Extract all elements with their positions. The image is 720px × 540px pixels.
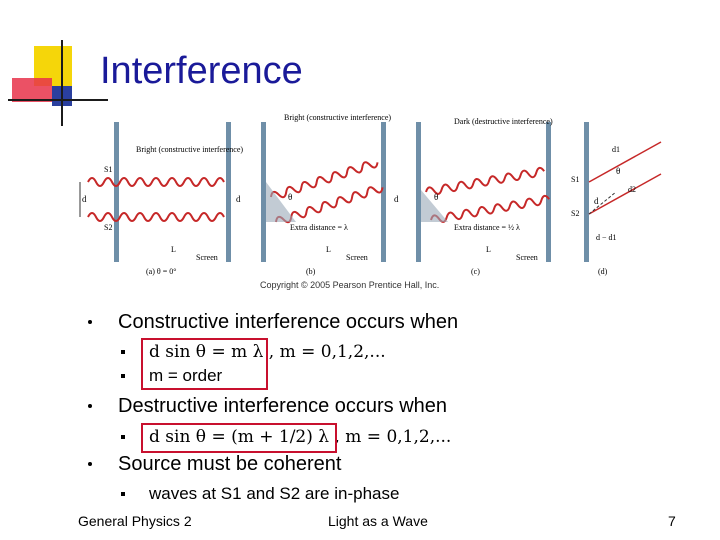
panel-a-screen: Screen [196, 253, 218, 262]
panel-c-screen: Screen [516, 253, 538, 262]
panel-d-s1: S1 [571, 175, 579, 184]
panel-d-caption: (d) [598, 267, 608, 276]
sub-bullet [121, 350, 125, 354]
panel-b-screen: Screen [346, 253, 368, 262]
panel-d: S1 S2 d d1 d2 θ d − d1 (d) [571, 122, 662, 276]
panel-d-diff: d − d1 [596, 233, 617, 242]
panel-b-d: d [236, 194, 241, 204]
figure-copyright: Copyright © 2005 Pearson Prentice Hall, … [260, 280, 439, 290]
panel-b-theta: θ [288, 192, 292, 202]
panel-d-d2: d2 [628, 185, 636, 194]
sub-bullet [121, 374, 125, 378]
panel-c-d: d [394, 194, 399, 204]
panel-c-L: L [486, 245, 491, 254]
bullet-destructive: Destructive interference occurs when [88, 395, 448, 418]
panel-c-caption: (c) [471, 267, 480, 276]
bullet-dot [88, 404, 92, 408]
page-number: 7 [668, 513, 676, 529]
panel-b-bright-label: Bright (constructive interference) [284, 113, 391, 122]
logo-graphic [8, 40, 108, 126]
sub-bullet [121, 435, 125, 439]
panel-b-L: L [326, 245, 331, 254]
panel-d-theta: θ [616, 166, 620, 176]
panel-a-d: d [82, 194, 87, 204]
panel-b-extra: Extra distance = λ [290, 223, 348, 232]
panel-c-dark-label: Dark (destructive interference) [454, 117, 553, 126]
panel-a-bright-label: Bright (constructive interference) [136, 145, 243, 154]
constructive-highlight-box [141, 338, 268, 390]
panel-a-s2: S2 [104, 223, 112, 232]
bullet-destructive-text: Destructive interference occurs when [118, 395, 448, 417]
sub-bullet [121, 492, 125, 496]
bullet-constructive-text: Constructive interference occurs when [118, 311, 459, 333]
panel-d-s2: S2 [571, 209, 579, 218]
panel-c-extra: Extra distance = ½ λ [454, 223, 520, 232]
panel-b-caption: (b) [306, 267, 316, 276]
panel-a-L: L [171, 245, 176, 254]
bullet-coherent-text: Source must be coherent [118, 453, 342, 475]
destructive-formula-text: d sin θ = (m + 1/2) λ , m = 0,1,2,... [149, 427, 452, 447]
panel-d-d1: d1 [612, 145, 620, 154]
panel-c-theta: θ [434, 192, 438, 202]
bullet-dot [88, 462, 92, 466]
interference-figure: d S1 S2 Bright (constructive interferenc… [79, 113, 662, 290]
order-definition-text: m = order [149, 366, 223, 385]
bullet-dot [88, 320, 92, 324]
footer-center: Light as a Wave [328, 513, 428, 529]
panel-b: d Bright (constructive interference) θ E… [236, 113, 391, 276]
destructive-formula: d sin θ = (m + 1/2) λ , m = 0,1,2,... [121, 427, 452, 447]
bullet-constructive: Constructive interference occurs when [88, 311, 459, 334]
destructive-highlight-box [141, 423, 337, 453]
panel-a: d S1 S2 Bright (constructive interferenc… [79, 122, 243, 276]
footer-left: General Physics 2 [78, 513, 192, 529]
panel-a-caption: (a) θ = 0° [146, 267, 176, 276]
in-phase-note: waves at S1 and S2 are in-phase [121, 484, 400, 504]
order-definition: m = order [121, 366, 223, 386]
panel-c: d Dark (destructive interference) θ Extr… [394, 117, 553, 276]
slide-title: Interference [100, 50, 303, 92]
bullet-coherent: Source must be coherent [88, 453, 342, 476]
in-phase-note-text: waves at S1 and S2 are in-phase [149, 484, 400, 503]
panel-d-d: d [594, 196, 599, 206]
panel-a-s1: S1 [104, 165, 112, 174]
